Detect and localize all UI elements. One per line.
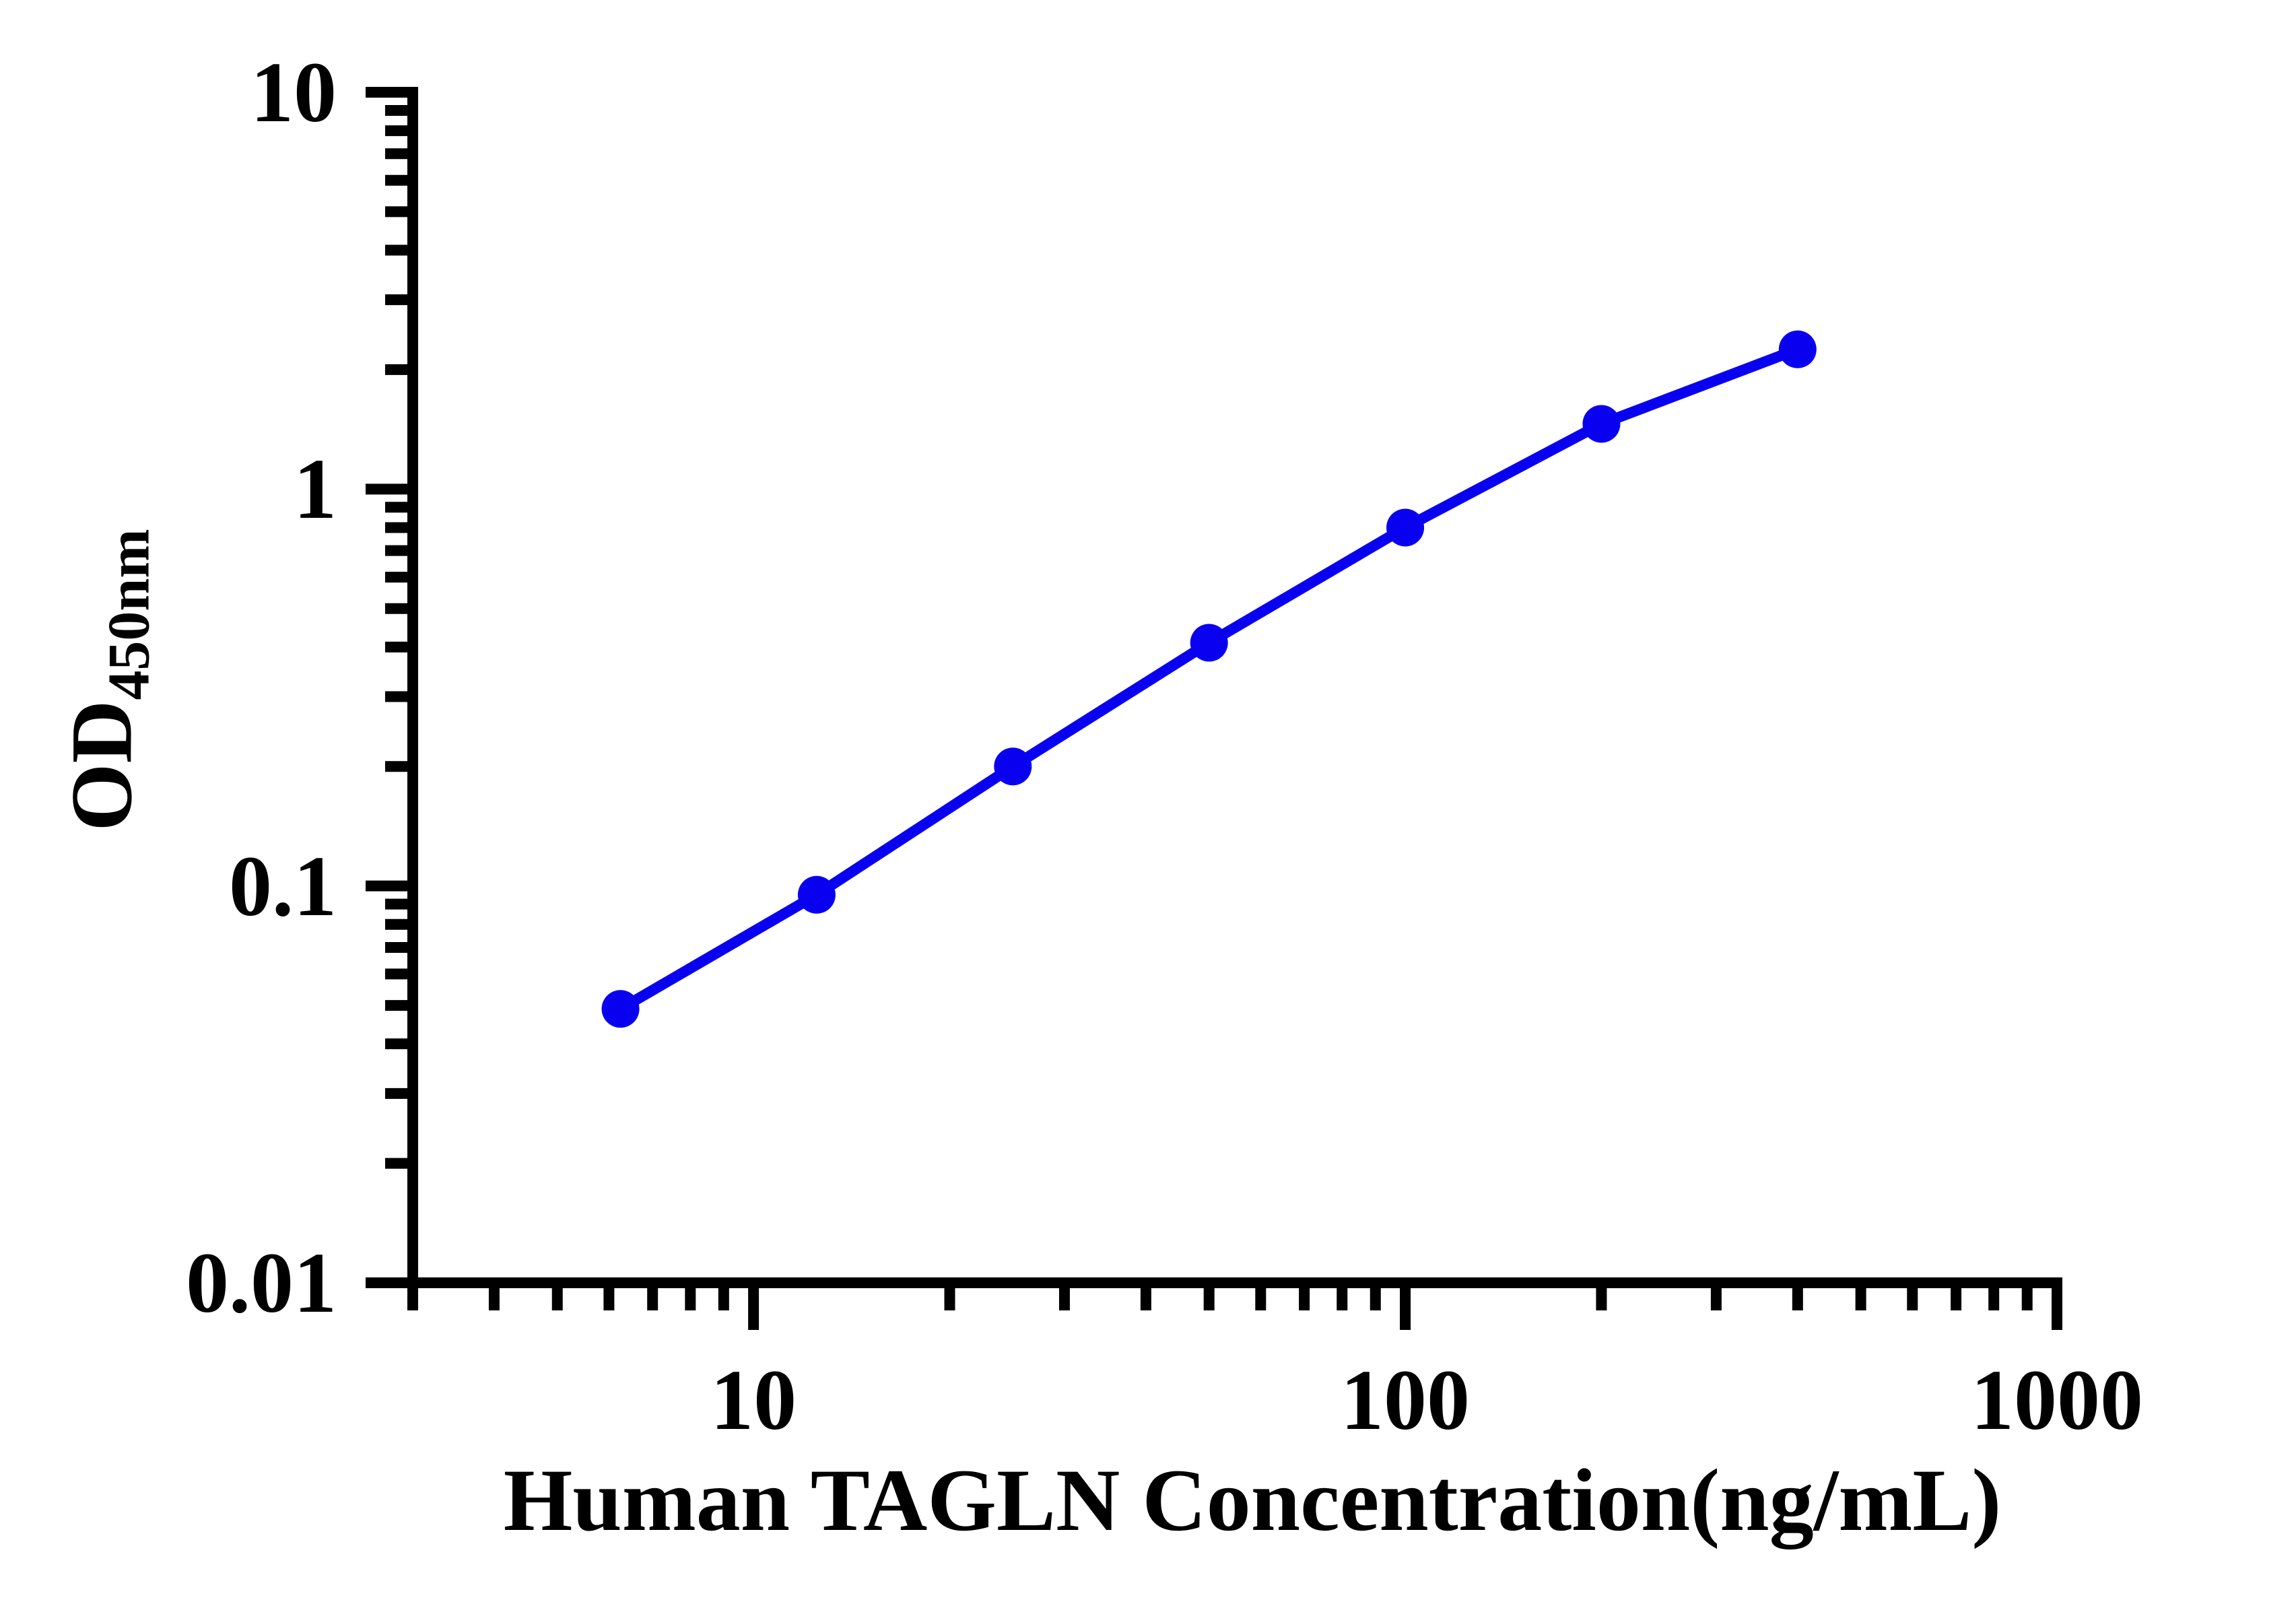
data-point-5 bbox=[1582, 405, 1621, 443]
x-tick-label-100: 100 bbox=[1341, 1352, 1471, 1448]
y-axis-title-subscript: 450nm bbox=[96, 529, 162, 700]
x-tick-label-10: 10 bbox=[710, 1352, 797, 1448]
y-tick-label-1: 1 bbox=[294, 441, 337, 537]
data-point-4 bbox=[1386, 508, 1425, 547]
y-axis-title-main: OD bbox=[53, 700, 151, 832]
data-point-2 bbox=[994, 747, 1032, 786]
data-point-0 bbox=[601, 990, 640, 1028]
x-axis-title: Human TAGLN Concentration(ng/mL) bbox=[503, 1450, 2002, 1549]
data-point-6 bbox=[1778, 330, 1817, 368]
x-tick-label-1000: 1000 bbox=[1971, 1352, 2143, 1448]
y-tick-label-10: 10 bbox=[250, 44, 337, 140]
series-line bbox=[617, 344, 1800, 1014]
y-tick-label-0.01: 0.01 bbox=[186, 1235, 337, 1331]
y-axis-title: OD450nm bbox=[53, 529, 173, 831]
data-point-1 bbox=[797, 875, 836, 914]
y-tick-label-0.1: 0.1 bbox=[229, 838, 337, 934]
data-point-3 bbox=[1190, 624, 1228, 662]
